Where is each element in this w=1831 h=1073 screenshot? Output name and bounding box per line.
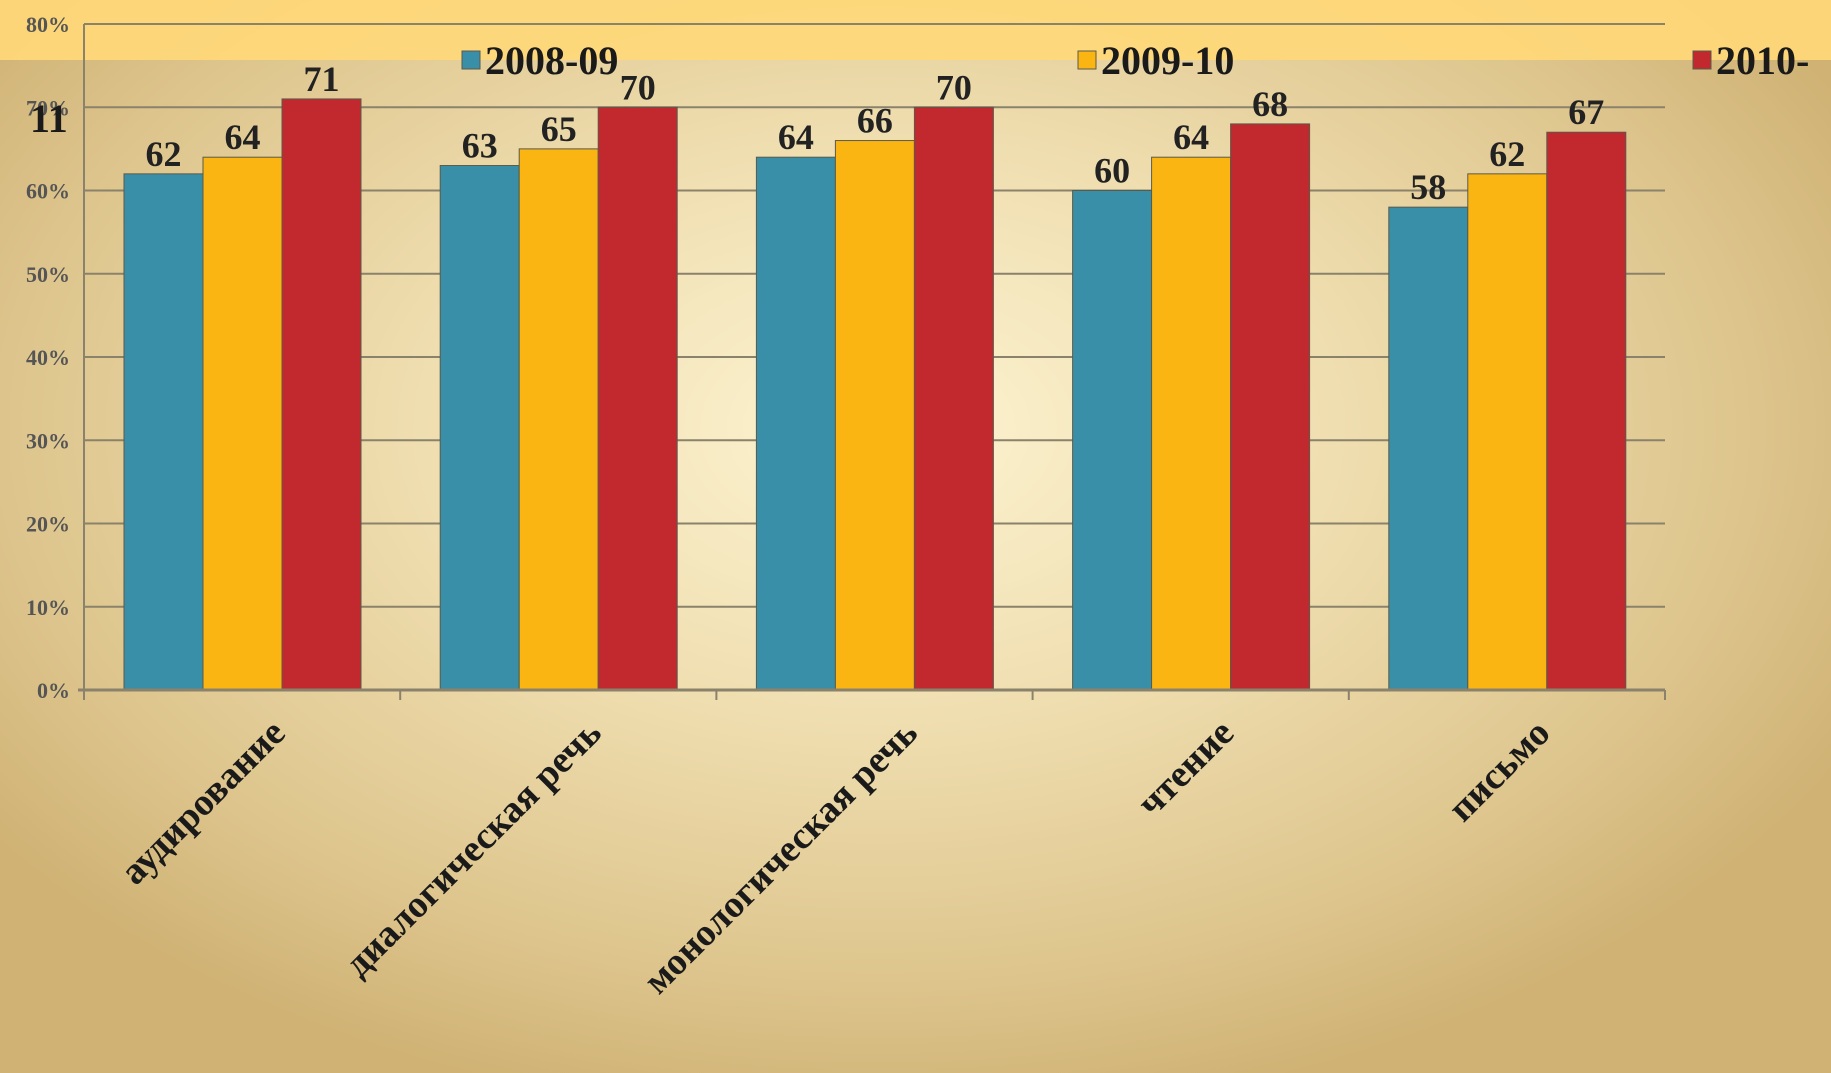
data-label: 68 bbox=[1252, 84, 1288, 124]
bar bbox=[834, 140, 915, 691]
bar bbox=[1151, 156, 1232, 691]
overlay-number: 11 bbox=[30, 96, 68, 141]
data-label: 62 bbox=[146, 134, 182, 174]
data-label: 60 bbox=[1094, 151, 1130, 191]
data-label: 64 bbox=[225, 117, 261, 157]
legend: 2008-09 2009-10 2010- bbox=[461, 38, 1809, 83]
data-label: 70 bbox=[936, 67, 972, 107]
y-tick-label: 20% bbox=[26, 512, 70, 537]
bar bbox=[202, 156, 283, 691]
y-tick-label: 50% bbox=[26, 262, 70, 287]
data-label: 65 bbox=[541, 109, 577, 149]
bar bbox=[1546, 131, 1627, 691]
category-label: письмо bbox=[1440, 712, 1558, 830]
bar bbox=[755, 156, 836, 691]
data-label: 64 bbox=[1173, 117, 1209, 157]
data-label: 70 bbox=[620, 67, 656, 107]
y-tick-label: 0% bbox=[37, 678, 70, 703]
y-tick-label: 70% bbox=[26, 95, 70, 120]
y-tick-label: 40% bbox=[26, 345, 70, 370]
legend-label: 2009-10 bbox=[1101, 38, 1234, 83]
category-label: чтение bbox=[1129, 712, 1242, 825]
legend-swatch bbox=[1692, 50, 1712, 70]
y-tick-label: 30% bbox=[26, 428, 70, 453]
category-label: аудирование bbox=[112, 712, 293, 893]
bar bbox=[281, 98, 362, 691]
category-label: диалогическая речь bbox=[336, 712, 609, 985]
bar bbox=[913, 106, 994, 691]
data-label: 62 bbox=[1489, 134, 1525, 174]
bar bbox=[518, 148, 599, 691]
data-label: 66 bbox=[857, 101, 893, 141]
legend-label: 2010- bbox=[1716, 38, 1809, 83]
data-label: 67 bbox=[1568, 92, 1604, 132]
data-label: 71 bbox=[304, 59, 340, 99]
y-tick-label: 10% bbox=[26, 595, 70, 620]
legend-band bbox=[0, 0, 1831, 60]
y-tick-label: 60% bbox=[26, 179, 70, 204]
bar bbox=[123, 173, 204, 691]
bar bbox=[1467, 173, 1548, 691]
category-label: монологическая речь bbox=[635, 712, 926, 1003]
bar bbox=[597, 106, 678, 691]
legend-swatch bbox=[1077, 50, 1097, 70]
bar bbox=[1230, 123, 1311, 691]
legend-label: 2008-09 bbox=[485, 38, 618, 83]
y-tick-label: 80% bbox=[26, 12, 70, 37]
bar bbox=[1072, 190, 1153, 691]
bars bbox=[123, 98, 1627, 691]
bar bbox=[1388, 206, 1469, 691]
bar bbox=[439, 165, 520, 691]
data-label: 63 bbox=[462, 126, 498, 166]
legend-swatch bbox=[461, 50, 481, 70]
data-labels: 62 64 71 63 65 70 64 66 70 60 64 68 58 62 67 bbox=[146, 59, 1605, 207]
data-label: 64 bbox=[778, 117, 814, 157]
data-label: 58 bbox=[1410, 167, 1446, 207]
